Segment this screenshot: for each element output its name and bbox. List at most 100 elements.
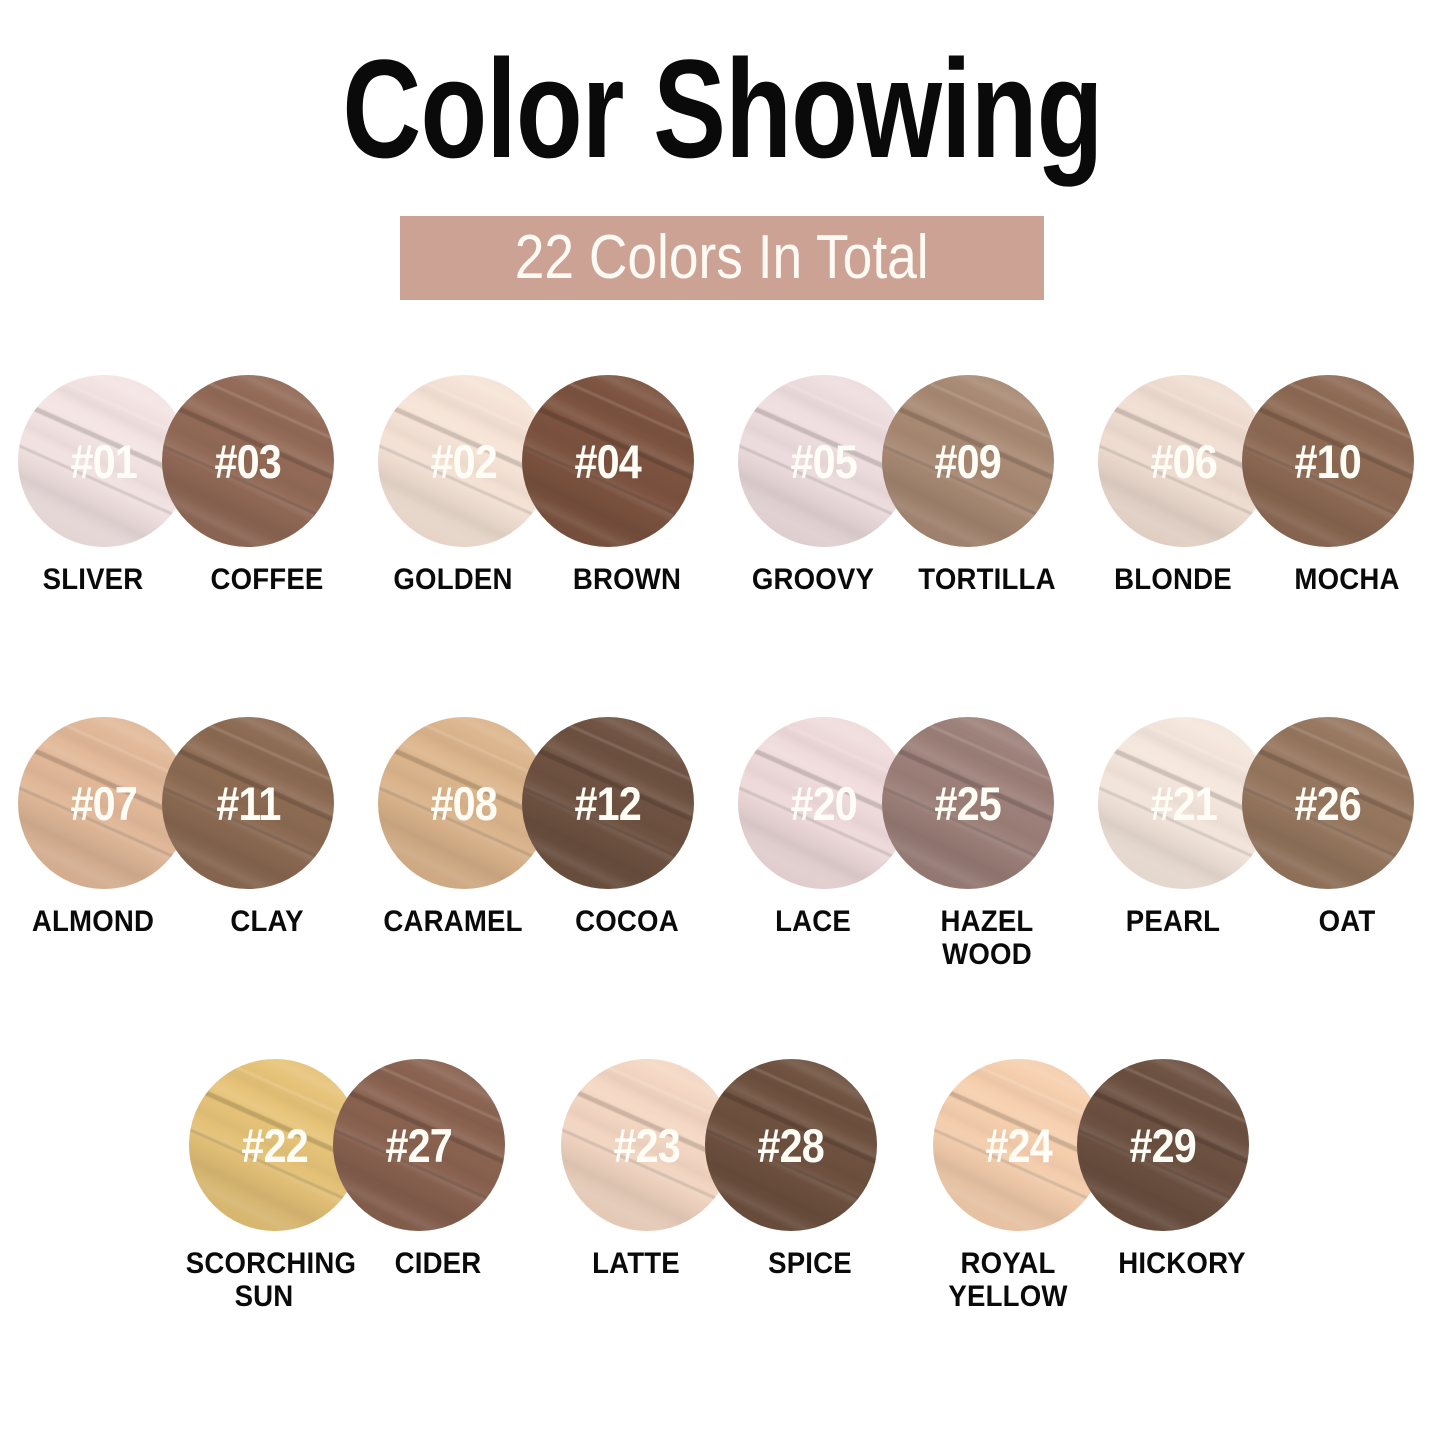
swatch-pair: #08 #12 CARAMEL COCOA — [360, 672, 720, 1014]
swatch-pair: #23 #28 LATTE SPICE — [537, 1014, 909, 1356]
subtitle-banner: 22 Colors In Total — [400, 216, 1044, 300]
color-swatch-08[interactable]: #08 — [378, 717, 550, 889]
swatch-shading-icon — [1242, 717, 1414, 889]
swatch-shading-icon — [932, 1059, 1105, 1231]
swatch-name-label: GROOVY — [751, 563, 875, 596]
subtitle-text: 22 Colors In Total — [515, 223, 929, 292]
swatch-name-label: BLONDE — [1114, 563, 1232, 596]
swatch-circles: #07 #11 — [10, 717, 350, 893]
color-swatch-03[interactable]: #03 — [162, 375, 334, 547]
swatch-name-label: ALMOND — [31, 905, 155, 938]
swatch-shading-icon — [882, 717, 1054, 889]
color-swatch-27[interactable]: #27 — [332, 1059, 505, 1231]
swatch-labels: ROYAL YELLOW HICKORY — [925, 1247, 1265, 1337]
page-header: Color Showing 22 Colors In Total — [0, 0, 1445, 330]
swatch-circles: #24 #29 — [925, 1059, 1265, 1235]
swatch-texture-icon — [378, 375, 550, 547]
color-swatch-12[interactable]: #12 — [522, 717, 694, 889]
color-swatch-11[interactable]: #11 — [162, 717, 334, 889]
swatch-labels: GOLDEN BROWN — [370, 563, 710, 653]
swatch-name-label: CIDER — [394, 1247, 481, 1280]
swatch-name-label: PEARL — [1125, 905, 1221, 938]
swatch-pair: #05 #09 GROOVY TORTILLA — [720, 330, 1080, 672]
swatch-labels: SCORCHING SUN CIDER — [181, 1247, 521, 1337]
swatch-texture-icon — [1242, 375, 1414, 547]
swatch-code-label: #04 — [574, 434, 642, 488]
swatch-circles: #01 #03 — [10, 375, 350, 551]
color-swatch-01[interactable]: #01 — [18, 375, 190, 547]
swatch-texture-icon — [1098, 717, 1270, 889]
swatch-code-label: #24 — [985, 1118, 1052, 1172]
swatch-texture-icon — [522, 375, 694, 547]
swatch-code-label: #12 — [574, 776, 642, 830]
swatch-shading-icon — [18, 717, 190, 889]
swatch-texture-icon — [332, 1059, 505, 1231]
swatch-code-label: #01 — [70, 434, 138, 488]
swatch-code-label: #28 — [757, 1118, 824, 1172]
swatch-code-label: #25 — [934, 776, 1002, 830]
swatch-texture-icon — [704, 1059, 877, 1231]
color-swatch-24[interactable]: #24 — [932, 1059, 1105, 1231]
color-swatch-28[interactable]: #28 — [704, 1059, 877, 1231]
swatch-pair: #01 #03 SLIVER COFFEE — [0, 330, 360, 672]
swatch-code-label: #29 — [1129, 1118, 1196, 1172]
swatch-circles: #06 #10 — [1090, 375, 1430, 551]
color-swatch-23[interactable]: #23 — [560, 1059, 733, 1231]
swatch-code-label: #09 — [934, 434, 1002, 488]
swatch-code-label: #08 — [430, 776, 498, 830]
swatch-shading-icon — [1076, 1059, 1249, 1231]
swatch-pair: #21 #26 PEARL OAT — [1080, 672, 1440, 1014]
swatch-name-label: SCORCHING SUN — [185, 1247, 356, 1313]
swatch-name-label: ROYAL YELLOW — [947, 1247, 1068, 1313]
swatch-code-label: #05 — [790, 434, 858, 488]
color-swatch-20[interactable]: #20 — [738, 717, 910, 889]
swatch-code-label: #02 — [430, 434, 498, 488]
color-swatch-05[interactable]: #05 — [738, 375, 910, 547]
swatch-name-label: CARAMEL — [383, 905, 523, 938]
swatch-texture-icon — [378, 717, 550, 889]
color-swatch-09[interactable]: #09 — [882, 375, 1054, 547]
swatch-pair: #02 #04 GOLDEN BROWN — [360, 330, 720, 672]
swatch-shading-icon — [738, 375, 910, 547]
color-swatch-06[interactable]: #06 — [1098, 375, 1270, 547]
color-swatch-04[interactable]: #04 — [522, 375, 694, 547]
swatch-texture-icon — [1098, 375, 1270, 547]
swatch-labels: CARAMEL COCOA — [370, 905, 710, 995]
swatch-texture-icon — [162, 717, 334, 889]
swatch-pair: #07 #11 ALMOND CLAY — [0, 672, 360, 1014]
swatch-shading-icon — [188, 1059, 361, 1231]
color-swatch-26[interactable]: #26 — [1242, 717, 1414, 889]
swatch-shading-icon — [882, 375, 1054, 547]
color-swatch-02[interactable]: #02 — [378, 375, 550, 547]
swatch-texture-icon — [162, 375, 334, 547]
swatch-name-label: OAT — [1318, 905, 1376, 938]
color-swatch-07[interactable]: #07 — [18, 717, 190, 889]
swatch-labels: GROOVY TORTILLA — [730, 563, 1070, 653]
swatch-texture-icon — [882, 717, 1054, 889]
swatch-labels: LACE HAZEL WOOD — [730, 905, 1070, 995]
swatch-row: #01 #03 SLIVER COFFEE #02 #04 GOLDEN BROWN #05 #0… — [0, 330, 1445, 672]
swatch-shading-icon — [378, 717, 550, 889]
swatch-pair: #06 #10 BLONDE MOCHA — [1080, 330, 1440, 672]
swatch-labels: LATTE SPICE — [553, 1247, 893, 1337]
swatch-name-label: SPICE — [767, 1247, 852, 1280]
swatch-shading-icon — [704, 1059, 877, 1231]
swatch-name-label: SLIVER — [42, 563, 144, 596]
color-swatch-25[interactable]: #25 — [882, 717, 1054, 889]
swatch-labels: ALMOND CLAY — [10, 905, 350, 995]
swatch-grid: #01 #03 SLIVER COFFEE #02 #04 GOLDEN BROWN #05 #0… — [0, 330, 1445, 1374]
color-swatch-22[interactable]: #22 — [188, 1059, 361, 1231]
color-swatch-21[interactable]: #21 — [1098, 717, 1270, 889]
swatch-texture-icon — [1076, 1059, 1249, 1231]
swatch-texture-icon — [18, 717, 190, 889]
swatch-shading-icon — [1098, 717, 1270, 889]
swatch-texture-icon — [560, 1059, 733, 1231]
swatch-code-label: #26 — [1294, 776, 1362, 830]
color-swatch-10[interactable]: #10 — [1242, 375, 1414, 547]
swatch-pair: #22 #27 SCORCHING SUN CIDER — [165, 1014, 537, 1356]
swatch-name-label: LACE — [775, 905, 851, 938]
swatch-row: #07 #11 ALMOND CLAY #08 #12 CARAMEL COCOA #20 #25… — [0, 672, 1445, 1014]
page-title: Color Showing — [342, 30, 1103, 187]
color-swatch-29[interactable]: #29 — [1076, 1059, 1249, 1231]
